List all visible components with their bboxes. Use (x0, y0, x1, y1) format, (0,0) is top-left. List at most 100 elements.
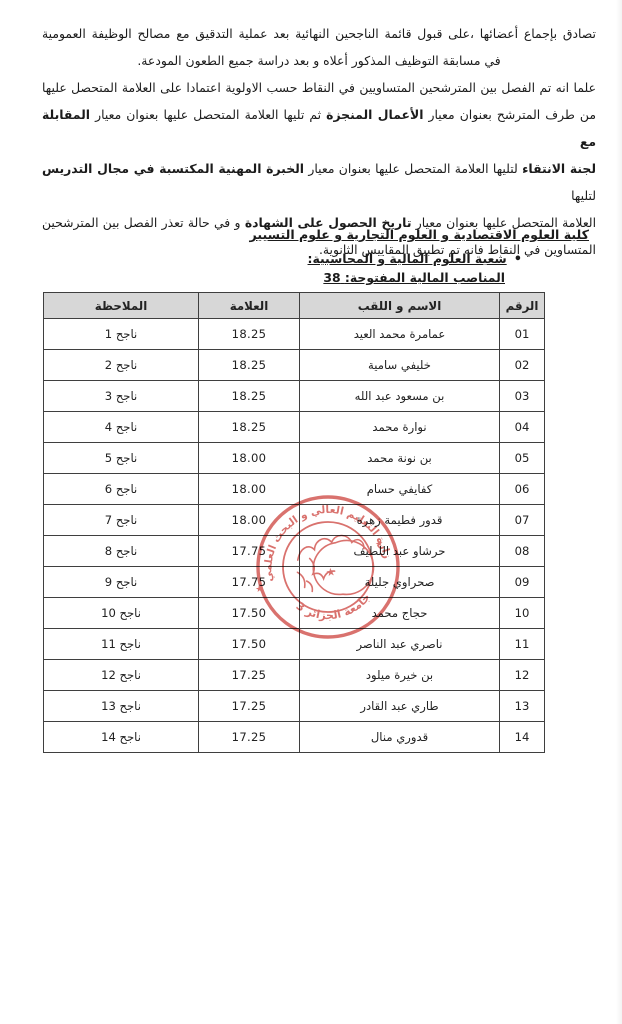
cell-note: ناجح 12 (43, 659, 199, 691)
table-row: 07 قدور فطيمة زهرة 18.00 ناجح 7 (43, 504, 545, 536)
cell-grade: 18.25 (198, 349, 300, 381)
branch-heading: • شعبة العلوم المالية و المحاسبية: (308, 251, 522, 267)
cell-name: حرشاو عبد اللطيف (299, 535, 500, 567)
table-row: 11 ناصري عبد الناصر 17.50 ناجح 11 (43, 628, 545, 660)
table-row: 02 خليفي سامية 18.25 ناجح 2 (43, 349, 545, 381)
cell-rank: 12 (499, 659, 545, 691)
results-table-header: الرقم الاسم و اللقب العلامة الملاحظة (43, 292, 545, 319)
table-row: 09 صحراوي جليلة 17.75 ناجح 9 (43, 566, 545, 598)
criteria-line-4: العلامة المتحصل عليها بعنوان معيار تاريخ… (42, 209, 596, 236)
cell-rank: 07 (499, 504, 545, 536)
cell-name: عمامرة محمد العيد (299, 318, 500, 350)
cell-note: ناجح 13 (43, 690, 199, 722)
bullet-icon: • (513, 252, 522, 267)
cell-note: ناجح 3 (43, 380, 199, 412)
cell-grade: 17.25 (198, 690, 300, 722)
cell-rank: 11 (499, 628, 545, 660)
cell-grade: 18.00 (198, 473, 300, 505)
cell-note: ناجح 9 (43, 566, 199, 598)
cell-grade: 17.75 (198, 566, 300, 598)
cell-name: نوارة محمد (299, 411, 500, 443)
cell-note: ناجح 11 (43, 628, 199, 660)
intro-line-2: في مسابقة التوظيف المذكور أعلاه و بعد در… (137, 53, 501, 68)
col-header-name: الاسم و اللقب (299, 292, 500, 319)
text-run: ثم تليها العلامة المتحصل عليها بعنوان مع… (90, 107, 327, 122)
table-row: 04 نوارة محمد 18.25 ناجح 4 (43, 411, 545, 443)
table-row: 03 بن مسعود عبد الله 18.25 ناجح 3 (43, 380, 545, 412)
cell-grade: 18.25 (198, 411, 300, 443)
table-row: 12 بن خيرة ميلود 17.25 ناجح 12 (43, 659, 545, 691)
text-run: و في حالة تعذر الفصل بين المترشحين (42, 215, 245, 230)
cell-note: ناجح 4 (43, 411, 199, 443)
cell-note: ناجح 10 (43, 597, 199, 629)
criteria-line-3: لجنة الانتقاء لتليها العلامة المتحصل علي… (42, 155, 596, 209)
criteria-line-5: المتساوين في النقاط فانه تم تطبيق المقاي… (318, 242, 596, 257)
cell-note: ناجح 1 (43, 318, 199, 350)
cell-name: خليفي سامية (299, 349, 500, 381)
results-table: الرقم الاسم و اللقب العلامة الملاحظة 01 … (43, 292, 545, 753)
text-run: العلامة المتحصل عليها بعنوان معيار (411, 215, 597, 230)
text-run-bold: المقابلة مع (42, 107, 596, 149)
branch-label: شعبة العلوم المالية و المحاسبية: (307, 251, 507, 266)
cell-note: ناجح 14 (43, 721, 199, 753)
text-run-bold: الخبرة المهنية المكتسبة في مجال التدريس (42, 161, 305, 176)
table-row: 06 كفايفي حسام 18.00 ناجح 6 (43, 473, 545, 505)
cell-note: ناجح 7 (43, 504, 199, 536)
criteria-line-1: علما انه تم الفصل بين المترشحين المتساوي… (42, 80, 596, 95)
cell-grade: 18.00 (198, 442, 300, 474)
cell-name: ناصري عبد الناصر (299, 628, 500, 660)
cell-grade: 18.25 (198, 318, 300, 350)
cell-rank: 05 (499, 442, 545, 474)
scan-edge-shadow (616, 0, 622, 1024)
cell-name: بن مسعود عبد الله (299, 380, 500, 412)
table-row: 10 حجاج محمد 17.50 ناجح 10 (43, 597, 545, 629)
cell-note: ناجح 2 (43, 349, 199, 381)
header-row: الرقم الاسم و اللقب العلامة الملاحظة (43, 292, 545, 319)
cell-rank: 08 (499, 535, 545, 567)
intro-line-1: تصادق بإجماع أعضائها ،على قبول قائمة الن… (42, 26, 596, 41)
open-positions-label: المناصب المالية المفتوحة: (344, 270, 505, 285)
cell-rank: 01 (499, 318, 545, 350)
cell-grade: 17.50 (198, 628, 300, 660)
cell-rank: 10 (499, 597, 545, 629)
cell-name: طاري عبد القادر (299, 690, 500, 722)
col-header-grade: العلامة (198, 292, 300, 319)
table-row: 13 طاري عبد القادر 17.25 ناجح 13 (43, 690, 545, 722)
results-table-body: 01 عمامرة محمد العيد 18.25 ناجح 1 02 خلي… (43, 318, 545, 753)
text-run: لتليها العلامة المتحصل عليها بعنوان معيا… (304, 161, 523, 176)
cell-grade: 17.50 (198, 597, 300, 629)
cell-name: صحراوي جليلة (299, 566, 500, 598)
cell-rank: 13 (499, 690, 545, 722)
intro-paragraph: تصادق بإجماع أعضائها ،على قبول قائمة الن… (42, 20, 596, 74)
cell-name: قدور فطيمة زهرة (299, 504, 500, 536)
cell-name: كفايفي حسام (299, 473, 500, 505)
cell-rank: 03 (499, 380, 545, 412)
cell-rank: 14 (499, 721, 545, 753)
faculty-heading: كلية العلوم الاقتصادية و العلوم التجارية… (249, 227, 589, 242)
cell-grade: 18.00 (198, 504, 300, 536)
cell-rank: 09 (499, 566, 545, 598)
text-run-bold: لجنة الانتقاء (522, 161, 597, 176)
text-run: من طرف المترشح بعنوان معيار (423, 107, 596, 122)
cell-grade: 17.25 (198, 659, 300, 691)
col-header-num: الرقم (499, 292, 545, 319)
cell-name: قدوري منال (299, 721, 500, 753)
table-row: 08 حرشاو عبد اللطيف 17.75 ناجح 8 (43, 535, 545, 567)
open-positions-value: 38 (323, 270, 341, 285)
cell-rank: 06 (499, 473, 545, 505)
cell-name: بن نونة محمد (299, 442, 500, 474)
cell-grade: 17.75 (198, 535, 300, 567)
table-row: 14 قدوري منال 17.25 ناجح 14 (43, 721, 545, 753)
table-row: 05 بن نونة محمد 18.00 ناجح 5 (43, 442, 545, 474)
tiebreak-paragraph: علما انه تم الفصل بين المترشحين المتساوي… (42, 74, 596, 263)
open-positions-line: المناصب المالية المفتوحة: 38 (323, 270, 505, 285)
cell-rank: 02 (499, 349, 545, 381)
cell-note: ناجح 6 (43, 473, 199, 505)
cell-name: حجاج محمد (299, 597, 500, 629)
cell-note: ناجح 5 (43, 442, 199, 474)
text-run-bold: تاريخ الحصول على الشهادة (244, 215, 412, 230)
text-run: لتليها (571, 188, 596, 203)
table-row: 01 عمامرة محمد العيد 18.25 ناجح 1 (43, 318, 545, 350)
text-run-bold: الأعمال المنجزة (326, 107, 424, 122)
